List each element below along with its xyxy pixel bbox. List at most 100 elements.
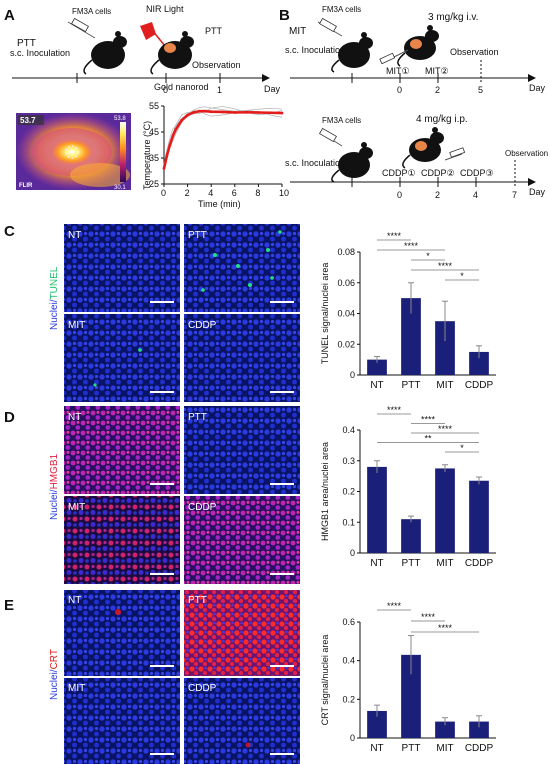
stain-label: Nuclei/HMGB1 [49,453,60,520]
mouse-icon [83,31,127,75]
mouse-icon [331,142,373,183]
day-axis-label: Day [529,187,546,197]
micrograph-cddp: CDDP [184,496,300,584]
x-tick-label: 10 [279,188,289,198]
panel-a-label: PTT [17,38,36,49]
inoculation-label: s.c. Inoculation [285,45,345,55]
y-tick-label: 0.08 [337,247,355,257]
stain-nuclei: Nuclei/ [49,299,60,330]
bar [367,466,387,553]
tile-label: NT [68,595,81,606]
micrograph-nt: NT [64,590,180,676]
bar [469,721,489,738]
y-axis-label: Temperature (°C) [142,121,152,190]
x-tick-label: NT [370,558,383,569]
thermal-scale-bottom: 30.1 [114,185,126,191]
significance-label: **** [387,601,402,611]
scale-bar [150,301,174,303]
panel-b: B MIT FM3A cells s.c. Inoculation 3 mg/k… [279,5,548,200]
hmgb1-bar-chart: 0 0.1 0.2 0.3 0.4 HMGB1 area/nuclei area NT PTT… [320,405,496,569]
injection-label: CDDP② [421,168,455,178]
bar [401,298,421,375]
data-point [233,111,237,114]
bar [469,480,489,553]
scale-bar [270,391,294,393]
significance-label: * [460,443,464,453]
panel-d: D Nuclei/HMGB1 NT PTT MIT CDDP 0 0.1 0.2 0.… [4,405,496,584]
inoculation-label: s.c. Inoculation [10,48,70,58]
x-tick-label: MIT [436,558,453,569]
tile-label: CDDP [188,683,217,694]
x-tick-label: PTT [402,743,421,754]
tile-label: MIT [68,502,85,513]
scale-bar [150,665,174,667]
bar [367,710,387,738]
stain-marker: CRT [49,649,60,669]
data-point [257,111,260,114]
x-tick-label: PTT [402,380,421,391]
y-tick-label: 0.4 [342,425,355,435]
day-axis-label: Day [529,83,546,93]
temperature-chart: Temperature (°C) Time (min) 0 2 4 6 8 10 25 35 4… [142,101,289,209]
data-point [198,109,201,113]
scale-bar [270,665,294,667]
day-tick: 1 [217,85,222,95]
significance-label: **** [421,415,436,425]
x-tick-label: NT [370,380,383,391]
replicate-line [163,106,283,165]
y-tick-label: 0.4 [342,656,355,666]
data-point [268,111,272,115]
day-tick: 2 [435,85,440,95]
day-axis-label: Day [264,84,281,94]
significance-label: **** [438,424,453,434]
stain-nuclei: Nuclei/ [49,489,60,520]
laser-icon [140,22,166,47]
significance-label: ** [424,434,432,444]
significance-label: **** [438,261,453,271]
micrograph-mit: MIT [64,314,180,402]
observation-label: Observation [505,149,548,158]
y-tick-label: 25 [149,179,159,189]
data-point [245,110,249,114]
bar [367,359,387,375]
tile-label: MIT [68,683,85,694]
data-point [280,111,284,115]
panel-letter: A [4,7,15,24]
cells-label: FM3A cells [322,116,361,125]
data-point [171,134,175,138]
flir-logo: FLIR [19,183,33,189]
thermal-image: 53.7 53.8 30.1 FLIR [16,113,131,191]
tile-label: PTT [188,595,207,606]
scale-bar [270,301,294,303]
tile-label: PTT [188,230,207,241]
stain-marker: TUNEL [49,266,60,299]
micrograph-mit: MIT [64,678,180,764]
panel-letter: E [4,597,14,614]
syringe-icon [67,17,96,39]
y-tick-label: 0.3 [342,456,355,466]
tile-label: PTT [188,412,207,423]
day-tick: 0 [397,85,402,95]
injection-label: MIT① [386,66,410,76]
crt-bar-chart: 0 0.2 0.4 0.6 CRT signal/nuclei area NT PTT MIT… [320,601,496,754]
timeline-b1: 0 2 5 Day [290,60,546,95]
syringe-icon [319,127,343,147]
y-tick-label: 0 [350,548,355,558]
data-point [174,127,178,131]
panel-letter: C [4,223,15,240]
stain-label: Nuclei/TUNEL [49,266,60,330]
significance-label: * [426,251,430,261]
day-tick: 4 [473,190,478,200]
micrograph-nt: NT [64,406,180,494]
timeline-b2: 0 2 4 7 Day [290,160,546,200]
thermal-scale-top: 53.8 [114,116,126,122]
scale-bar [150,753,174,755]
data-point [168,143,172,147]
y-tick-label: 0 [350,733,355,743]
data-point [192,111,195,114]
x-tick-label: PTT [402,558,421,569]
y-tick-label: 0 [350,370,355,380]
x-tick-label: CDDP [465,558,494,569]
observation-label: Observation [450,47,499,57]
